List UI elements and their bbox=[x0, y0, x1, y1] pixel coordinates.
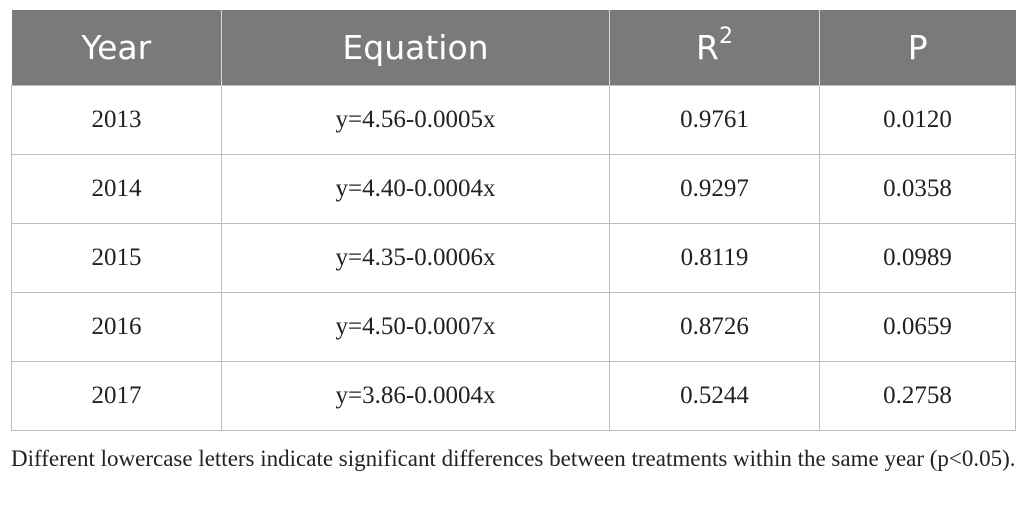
table-header: Year Equation R2 P bbox=[11, 10, 1016, 86]
cell-equation: y=4.56-0.0005x bbox=[221, 85, 610, 155]
cell-equation: y=4.40-0.0004x bbox=[221, 154, 610, 224]
cell-equation: y=4.50-0.0007x bbox=[221, 292, 610, 362]
cell-r-squared: 0.9297 bbox=[609, 154, 820, 224]
cell-r-squared: 0.8726 bbox=[609, 292, 820, 362]
cell-year: 2016 bbox=[11, 292, 222, 362]
cell-year: 2015 bbox=[11, 223, 222, 293]
table-row: 2015 y=4.35-0.0006x 0.8119 0.0989 bbox=[11, 223, 1016, 293]
cell-r-squared: 0.9761 bbox=[609, 85, 820, 155]
table-row: 2013 y=4.56-0.0005x 0.9761 0.0120 bbox=[11, 85, 1016, 155]
cell-p-value: 0.0358 bbox=[819, 154, 1016, 224]
table-row: 2017 y=3.86-0.0004x 0.5244 0.2758 bbox=[11, 361, 1016, 431]
regression-table: Year Equation R2 P 2013 y=4.56-0.0005x 0… bbox=[11, 10, 1016, 431]
table-body: 2013 y=4.56-0.0005x 0.9761 0.0120 2014 y… bbox=[11, 85, 1016, 431]
cell-r-squared: 0.5244 bbox=[609, 361, 820, 431]
cell-p-value: 0.0989 bbox=[819, 223, 1016, 293]
table-row: 2014 y=4.40-0.0004x 0.9297 0.0358 bbox=[11, 154, 1016, 224]
cell-equation: y=3.86-0.0004x bbox=[221, 361, 610, 431]
header-year: Year bbox=[11, 10, 222, 86]
cell-r-squared: 0.8119 bbox=[609, 223, 820, 293]
header-r-squared-base: R bbox=[696, 28, 719, 67]
cell-p-value: 0.2758 bbox=[819, 361, 1016, 431]
cell-year: 2014 bbox=[11, 154, 222, 224]
table-row: 2016 y=4.50-0.0007x 0.8726 0.0659 bbox=[11, 292, 1016, 362]
cell-p-value: 0.0120 bbox=[819, 85, 1016, 155]
table-footnote: Different lowercase letters indicate sig… bbox=[11, 446, 1016, 471]
cell-p-value: 0.0659 bbox=[819, 292, 1016, 362]
header-equation: Equation bbox=[221, 10, 610, 86]
header-r-squared: R2 bbox=[609, 10, 820, 86]
cell-year: 2013 bbox=[11, 85, 222, 155]
cell-equation: y=4.35-0.0006x bbox=[221, 223, 610, 293]
header-p-value: P bbox=[819, 10, 1016, 86]
header-row: Year Equation R2 P bbox=[11, 10, 1016, 86]
cell-year: 2017 bbox=[11, 361, 222, 431]
header-r-squared-superscript: 2 bbox=[718, 24, 733, 49]
regression-table-container: Year Equation R2 P 2013 y=4.56-0.0005x 0… bbox=[11, 10, 1016, 431]
